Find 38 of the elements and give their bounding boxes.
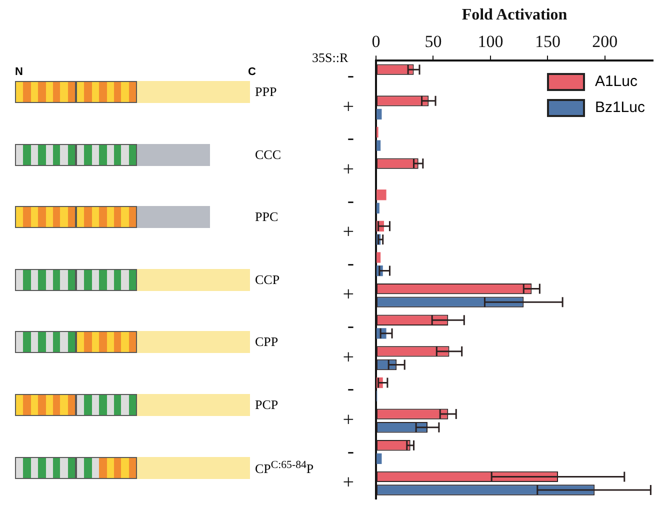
bar xyxy=(376,252,381,263)
y-tick-label: + xyxy=(342,158,354,180)
text: PPP xyxy=(255,84,277,100)
x-axis-title: Fold Activation xyxy=(462,6,568,24)
text: CCC xyxy=(255,146,282,163)
y-tick-label: + xyxy=(342,284,354,306)
y-tick-label: + xyxy=(342,96,354,118)
x-tick-label: 100 xyxy=(478,32,504,51)
y-tick-label: + xyxy=(342,408,354,431)
legend-label: A1Luc xyxy=(594,73,638,90)
y-tick-label: - xyxy=(347,315,354,338)
text: CCP xyxy=(255,272,280,288)
bar xyxy=(376,453,382,464)
x-tick-label: 0 xyxy=(372,32,380,51)
text: PCP xyxy=(255,397,278,414)
bar xyxy=(376,202,380,214)
text: PPC xyxy=(255,209,278,226)
x-tick-label: 200 xyxy=(592,32,618,51)
text: C xyxy=(248,66,256,78)
legend-label: Bz1Luc xyxy=(594,99,645,116)
x-tick-label: 50 xyxy=(424,32,442,51)
y-tick-label: - xyxy=(347,440,354,462)
y-tick-label: + xyxy=(342,221,354,244)
y-axis-title: 35S::R xyxy=(312,50,348,66)
text: CPP xyxy=(255,334,278,350)
bar xyxy=(376,140,381,151)
y-tick-label: - xyxy=(347,64,354,87)
y-tick-label: - xyxy=(347,190,354,212)
y-tick-label: + xyxy=(342,346,354,368)
bar xyxy=(376,108,382,120)
x-tick-label: 150 xyxy=(534,32,560,51)
text: N xyxy=(15,66,23,78)
y-tick-label: - xyxy=(347,378,354,400)
y-tick-label: + xyxy=(342,472,354,494)
y-tick-label: - xyxy=(347,252,354,274)
bar xyxy=(376,190,386,200)
y-tick-label: - xyxy=(347,127,354,150)
text: CP$^{C:65-84}$P xyxy=(255,458,314,477)
